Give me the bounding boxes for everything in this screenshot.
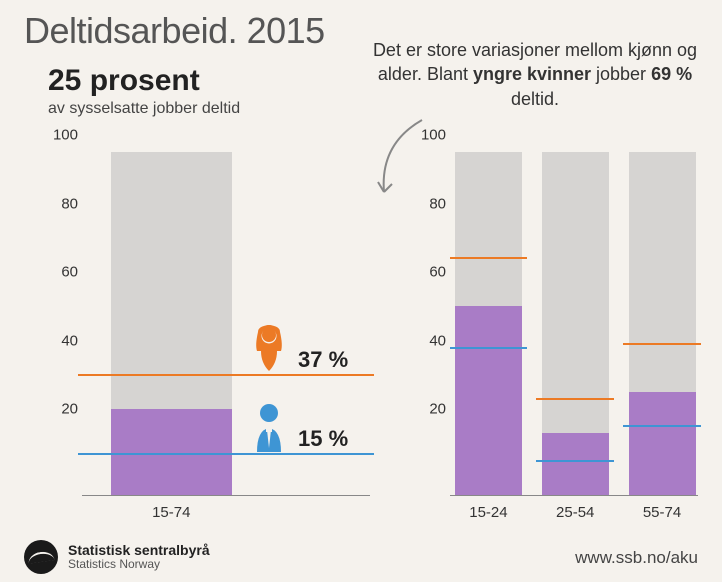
y-tick: 60 [408, 264, 446, 281]
logo-icon [24, 540, 58, 574]
desc-post: deltid. [511, 89, 559, 109]
bar-group: 15-24 [455, 152, 522, 495]
female-marker [536, 398, 614, 400]
bar-group: 15-74 [111, 152, 232, 495]
x-label: 25-54 [536, 504, 615, 521]
ref-label: 15 % [298, 426, 348, 452]
bar-fg [542, 433, 609, 495]
org-name-en: Statistics Norway [68, 558, 210, 571]
org-name-no: Statistisk sentralbyrå [68, 543, 210, 558]
male-marker [450, 347, 528, 349]
male-marker [623, 425, 701, 427]
ref-line [78, 374, 374, 376]
y-tick: 40 [40, 332, 78, 349]
bar-group: 55-74 [629, 152, 696, 495]
source-url: www.ssb.no/aku [575, 548, 698, 568]
desc-bold1: yngre kvinner [473, 64, 591, 84]
y-tick: 80 [408, 195, 446, 212]
female-marker [450, 257, 528, 259]
ref-line [78, 453, 374, 455]
left-plot: 2040608010015-7437 %15 % [82, 152, 370, 496]
x-label: 55-74 [623, 504, 702, 521]
y-tick: 20 [40, 401, 78, 418]
description: Det er store variasjoner mellom kjønn og… [370, 38, 700, 111]
y-tick: 40 [408, 332, 446, 349]
headline: 25 prosent av sysselsatte jobber deltid [48, 64, 240, 118]
y-tick: 20 [408, 401, 446, 418]
female-icon [249, 323, 289, 375]
male-icon [249, 402, 289, 454]
headline-big: 25 prosent [48, 64, 240, 98]
headline-sub: av sysselsatte jobber deltid [48, 100, 240, 118]
ref-label: 37 % [298, 347, 348, 373]
left-chart: 2040608010015-7437 %15 % [40, 152, 370, 522]
y-tick: 80 [40, 195, 78, 212]
bar-group: 25-54 [542, 152, 609, 495]
x-label: 15-74 [111, 504, 232, 521]
right-plot: 2040608010015-2425-5455-74 [450, 152, 698, 496]
right-chart: 2040608010015-2425-5455-74 [408, 152, 698, 522]
desc-bold2: 69 % [651, 64, 692, 84]
y-tick: 100 [408, 127, 446, 144]
footer: Statistisk sentralbyrå Statistics Norway [24, 540, 210, 574]
desc-mid: jobber [591, 64, 651, 84]
y-tick: 100 [40, 127, 78, 144]
y-tick: 60 [40, 264, 78, 281]
x-label: 15-24 [449, 504, 528, 521]
page-title: Deltidsarbeid. 2015 [24, 10, 325, 52]
bar-fg [629, 392, 696, 495]
male-marker [536, 460, 614, 462]
bar-fg [455, 306, 522, 495]
female-marker [623, 343, 701, 345]
